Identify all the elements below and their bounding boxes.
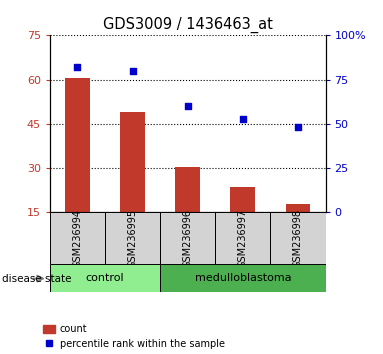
Text: control: control <box>86 273 124 283</box>
Bar <box>160 212 215 264</box>
Point <box>185 103 191 109</box>
Bar <box>160 264 326 292</box>
Bar <box>105 212 160 264</box>
Bar <box>270 212 326 264</box>
Text: GSM236995: GSM236995 <box>128 209 137 268</box>
Text: GSM236997: GSM236997 <box>238 209 248 268</box>
Bar <box>175 167 200 212</box>
Text: medulloblastoma: medulloblastoma <box>195 273 291 283</box>
Point <box>129 68 136 74</box>
Point <box>74 64 80 70</box>
Text: disease state: disease state <box>2 274 71 284</box>
Point <box>295 125 301 130</box>
Bar <box>215 212 270 264</box>
Point <box>240 116 246 121</box>
Bar <box>50 212 105 264</box>
Bar <box>50 264 160 292</box>
Bar <box>65 78 90 212</box>
Legend: count, percentile rank within the sample: count, percentile rank within the sample <box>43 324 225 349</box>
Bar <box>286 204 310 212</box>
Bar <box>120 112 145 212</box>
Text: GSM236998: GSM236998 <box>293 209 303 268</box>
Bar <box>231 187 255 212</box>
Text: GSM236994: GSM236994 <box>72 209 82 268</box>
Title: GDS3009 / 1436463_at: GDS3009 / 1436463_at <box>103 16 273 33</box>
Text: GSM236996: GSM236996 <box>183 209 193 268</box>
